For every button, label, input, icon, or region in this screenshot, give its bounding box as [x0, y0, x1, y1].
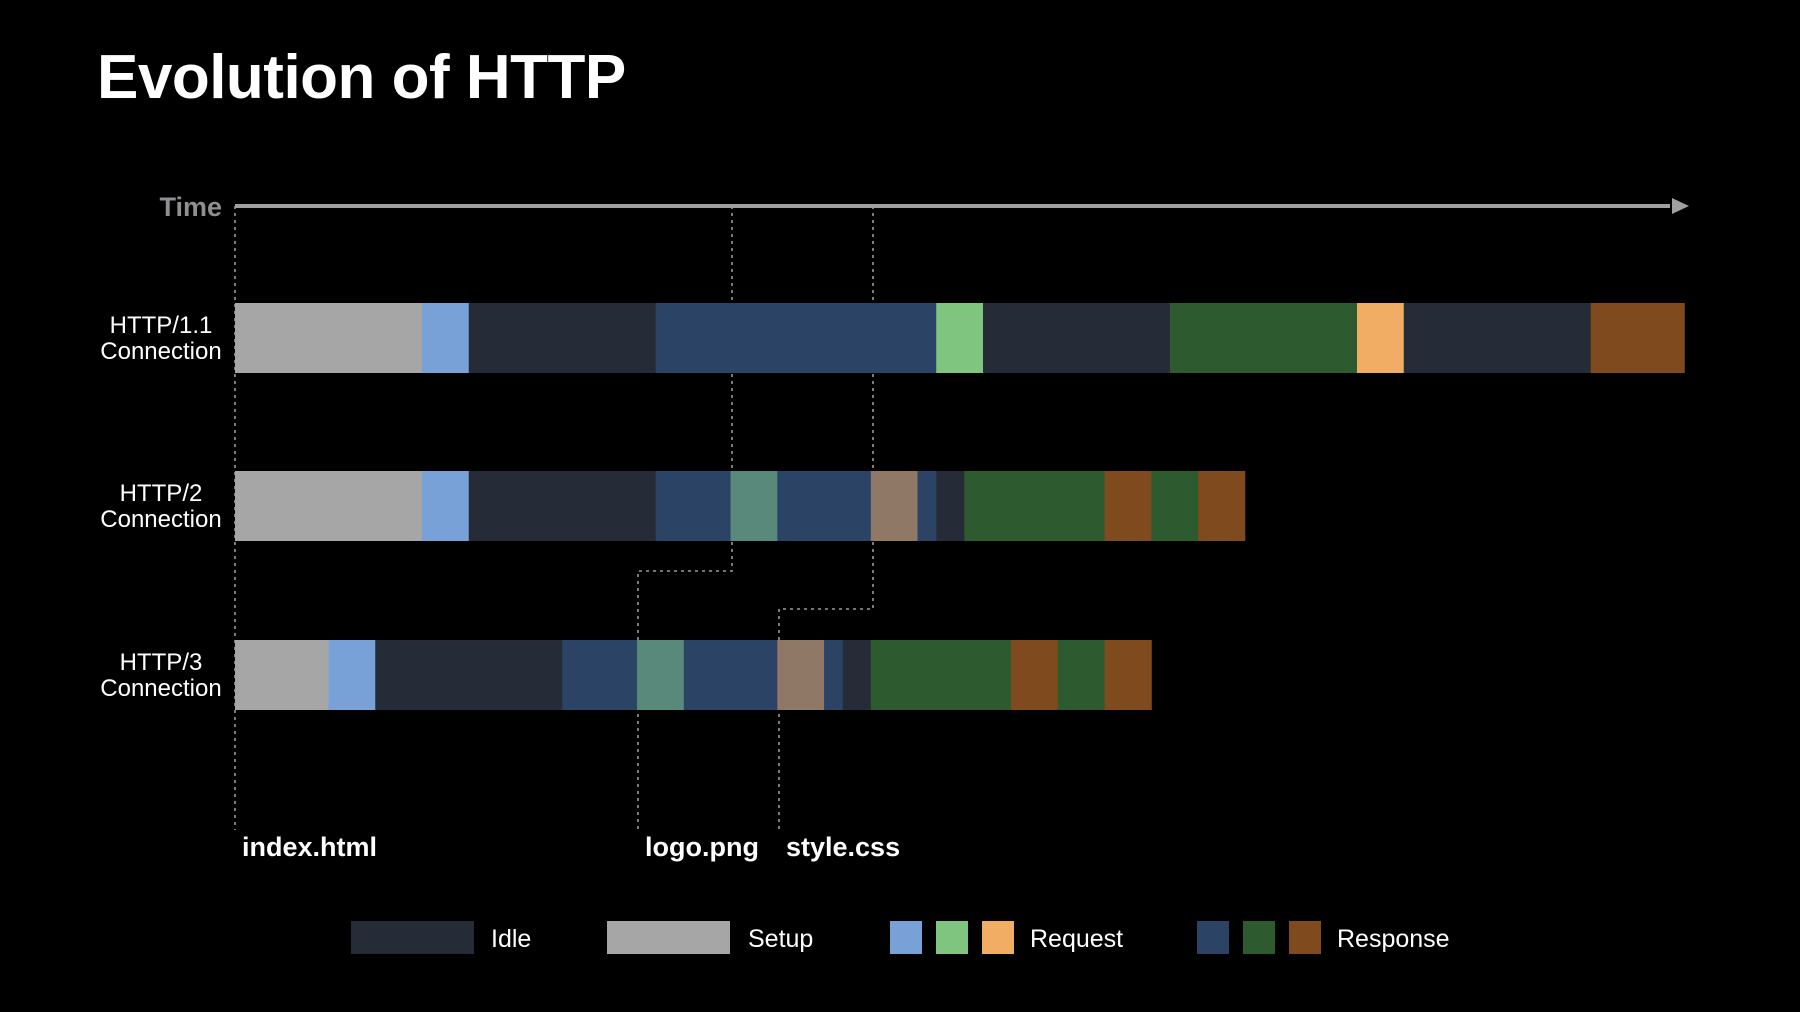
- segment-http3-2-idle: [375, 640, 563, 710]
- legend-swatch-resp-green: [1243, 921, 1275, 954]
- legend-item-setup: Setup: [607, 921, 813, 954]
- legend-swatch-req-blue: [890, 921, 922, 954]
- segment-http3-7-resp-blue: [824, 640, 844, 710]
- segment-http3-1-req-blue: [328, 640, 376, 710]
- segment-http3-3-resp-blue: [562, 640, 638, 710]
- connection-row-http2: HTTP/2 Connection: [100, 471, 1246, 541]
- segment-http2-10-resp-brown: [1104, 471, 1152, 541]
- segment-http11-7-req-orange: [1357, 303, 1405, 373]
- legend-label-setup: Setup: [748, 925, 813, 953]
- segment-http3-10-resp-brown: [1011, 640, 1059, 710]
- segment-http11-1-req-blue: [422, 303, 470, 373]
- segment-http3-5-resp-blue: [683, 640, 778, 710]
- legend-label-request: Request: [1030, 925, 1123, 953]
- segment-http2-3-resp-blue: [655, 471, 732, 541]
- legend-label-response: Response: [1337, 925, 1450, 953]
- segment-http11-2-idle: [468, 303, 657, 373]
- row-label-line1: HTTP/2: [120, 480, 203, 507]
- segment-http2-7-resp-blue: [917, 471, 937, 541]
- connection-row-http11: HTTP/1.1 Connection: [100, 303, 1685, 373]
- file-label-style-css: style.css: [786, 832, 900, 862]
- row-label-http3: HTTP/3 Connection: [100, 649, 221, 702]
- segment-http3-11-resp-green: [1057, 640, 1106, 710]
- segment-http2-4-teal: [730, 471, 778, 541]
- time-axis-label: Time: [159, 192, 222, 222]
- row-label-line2: Connection: [100, 338, 221, 365]
- legend-item-response: Response: [1197, 921, 1450, 954]
- legend: Idle Setup Request Response: [351, 921, 1450, 954]
- segment-http2-9-resp-green: [964, 471, 1106, 541]
- segment-http11-0-setup: [235, 303, 423, 373]
- legend-swatch-resp-blue: [1197, 921, 1229, 954]
- segment-http3-12-resp-brown: [1104, 640, 1152, 710]
- segment-http11-8-idle: [1403, 303, 1592, 373]
- segment-http3-4-teal: [637, 640, 685, 710]
- segment-http3-9-resp-green: [870, 640, 1012, 710]
- segment-http2-2-idle: [468, 471, 657, 541]
- row-label-http11: HTTP/1.1 Connection: [100, 312, 221, 365]
- segment-http11-4-req-green: [936, 303, 984, 373]
- segment-http3-8-idle: [842, 640, 872, 710]
- legend-swatch-resp-brown: [1289, 921, 1321, 954]
- connection-row-http3: HTTP/3 Connection: [100, 640, 1152, 710]
- segment-http11-3-resp-blue: [655, 303, 937, 373]
- legend-item-request: Request: [890, 921, 1123, 954]
- segment-http2-5-resp-blue: [777, 471, 872, 541]
- row-label-line2: Connection: [100, 675, 221, 702]
- row-label-line1: HTTP/3: [120, 649, 203, 676]
- segment-http11-6-resp-green: [1170, 303, 1358, 373]
- segment-http11-9-resp-brown: [1590, 303, 1685, 373]
- legend-swatch-idle: [351, 921, 474, 954]
- segment-http2-11-resp-green: [1151, 471, 1199, 541]
- segment-http2-0-setup: [235, 471, 423, 541]
- row-label-line1: HTTP/1.1: [110, 312, 213, 339]
- row-label-line2: Connection: [100, 506, 221, 533]
- segment-http3-0-setup: [235, 640, 329, 710]
- slide-title: Evolution of HTTP: [97, 43, 626, 112]
- legend-label-idle: Idle: [491, 925, 531, 953]
- file-labels: index.html logo.png style.css: [242, 832, 900, 862]
- legend-swatch-setup: [607, 921, 730, 954]
- legend-item-idle: Idle: [351, 921, 531, 954]
- legend-swatch-req-orange: [982, 921, 1014, 954]
- file-label-index-html: index.html: [242, 832, 377, 862]
- segment-http2-6-tan: [870, 471, 919, 541]
- row-label-http2: HTTP/2 Connection: [100, 480, 221, 533]
- file-label-logo-png: logo.png: [645, 832, 759, 862]
- time-axis-arrowhead: [1672, 198, 1689, 214]
- time-axis: Time: [159, 192, 1689, 222]
- segment-http2-1-req-blue: [422, 471, 470, 541]
- segment-http11-5-idle: [983, 303, 1171, 373]
- segment-http2-12-resp-brown: [1198, 471, 1246, 541]
- segment-http2-8-idle: [936, 471, 965, 541]
- segment-http3-6-tan: [777, 640, 825, 710]
- legend-swatch-req-green: [936, 921, 968, 954]
- guide-line-style-css: [778, 206, 874, 830]
